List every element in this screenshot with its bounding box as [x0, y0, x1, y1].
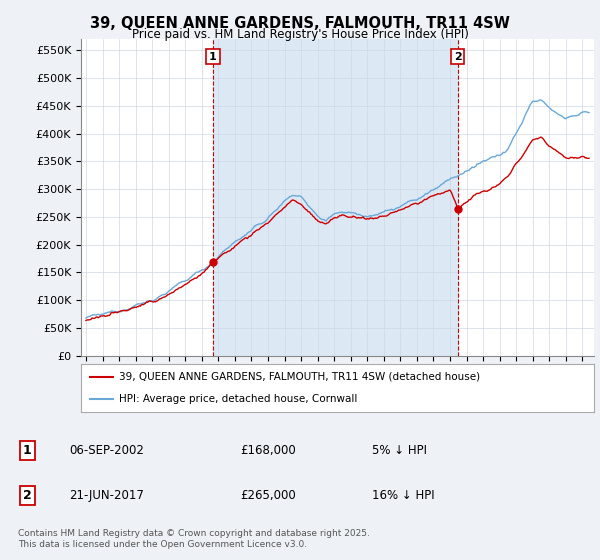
Text: 21-JUN-2017: 21-JUN-2017: [69, 489, 144, 502]
Text: Contains HM Land Registry data © Crown copyright and database right 2025.
This d: Contains HM Land Registry data © Crown c…: [18, 529, 370, 549]
Text: 1: 1: [209, 52, 217, 62]
Text: £168,000: £168,000: [240, 444, 296, 458]
Text: 16% ↓ HPI: 16% ↓ HPI: [372, 489, 434, 502]
Text: 39, QUEEN ANNE GARDENS, FALMOUTH, TR11 4SW: 39, QUEEN ANNE GARDENS, FALMOUTH, TR11 4…: [90, 16, 510, 31]
Text: £265,000: £265,000: [240, 489, 296, 502]
Text: 39, QUEEN ANNE GARDENS, FALMOUTH, TR11 4SW (detached house): 39, QUEEN ANNE GARDENS, FALMOUTH, TR11 4…: [119, 372, 481, 382]
Text: 06-SEP-2002: 06-SEP-2002: [69, 444, 144, 458]
Text: Price paid vs. HM Land Registry's House Price Index (HPI): Price paid vs. HM Land Registry's House …: [131, 28, 469, 41]
Bar: [213, 39, 458, 356]
Text: 5% ↓ HPI: 5% ↓ HPI: [372, 444, 427, 458]
Text: 2: 2: [454, 52, 461, 62]
Text: 1: 1: [23, 444, 31, 458]
Text: HPI: Average price, detached house, Cornwall: HPI: Average price, detached house, Corn…: [119, 394, 358, 404]
Text: 2: 2: [23, 489, 31, 502]
